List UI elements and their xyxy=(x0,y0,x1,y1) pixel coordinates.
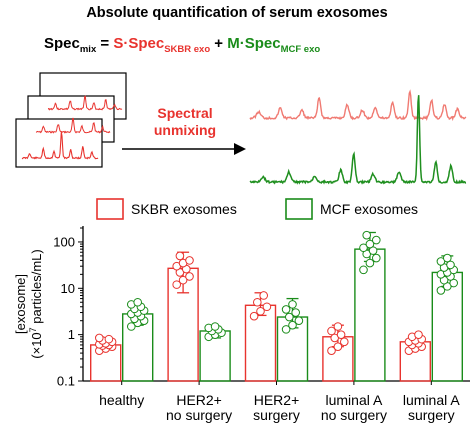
data-point-mcf xyxy=(133,297,142,307)
data-point-mcf xyxy=(288,320,297,330)
equation-term-mcf-subscript: MCF exo xyxy=(281,44,321,55)
data-point-mcf xyxy=(291,308,301,317)
x-category-label: HER2+ xyxy=(176,392,222,408)
y-axis-title: [exosome] (×107 particles/mL) xyxy=(13,249,44,358)
x-category-label: no surgery xyxy=(166,407,232,423)
data-point-mcf xyxy=(294,316,304,325)
data-point-mcf xyxy=(365,258,375,268)
y-tick-label: 10 xyxy=(61,281,75,296)
mixed-spectrum-front-line xyxy=(21,132,99,160)
mixed-spectra-stack xyxy=(15,72,127,168)
y-tick-label: 100 xyxy=(53,234,75,249)
y-axis-title-unit-prefix: (×10 xyxy=(29,332,44,358)
data-point-mcf xyxy=(285,312,294,322)
x-category-label: luminal A xyxy=(325,392,382,408)
data-point-skbr xyxy=(95,333,104,343)
x-category-label: no surgery xyxy=(321,407,387,423)
data-point-skbr xyxy=(333,342,343,351)
data-point-mcf xyxy=(372,253,381,263)
unmixing-arrow-icon xyxy=(122,143,246,155)
data-point-mcf xyxy=(359,243,368,253)
legend-label-mcf: MCF exosomes xyxy=(320,201,418,217)
legend-label-skbr: SKBR exosomes xyxy=(131,201,237,217)
data-point-mcf xyxy=(362,230,372,240)
data-point-skbr xyxy=(256,306,265,316)
data-point-skbr xyxy=(262,302,272,312)
data-point-skbr xyxy=(414,330,423,339)
data-point-skbr xyxy=(172,280,181,289)
legend-swatch-skbr xyxy=(96,198,124,220)
arrow-label-line2: unmixing xyxy=(154,122,216,138)
y-axis-title-exponent: 7 xyxy=(28,327,38,332)
equation-equals: = xyxy=(96,35,113,52)
data-point-mcf xyxy=(446,260,455,270)
data-point-skbr xyxy=(327,346,336,356)
data-point-skbr xyxy=(327,326,336,336)
equation-lhs-subscript: mix xyxy=(80,44,97,55)
equation-lhs: Spec xyxy=(44,35,80,52)
equation-term-skbr: S·Spec xyxy=(113,35,164,52)
legend: SKBR exosomes MCF exosomes xyxy=(96,198,418,220)
x-category-label: HER2+ xyxy=(254,392,300,408)
x-category-label: luminal A xyxy=(403,392,460,408)
data-point-skbr xyxy=(178,275,188,285)
x-category-label: surgery xyxy=(408,407,455,423)
y-axis-title-line2: (×107 particles/mL) xyxy=(28,249,44,358)
mcf-reference-spectrum xyxy=(249,95,467,185)
equation-term-skbr-subscript: SKBR exo xyxy=(164,44,210,55)
data-point-mcf xyxy=(281,325,291,334)
data-point-skbr xyxy=(340,337,349,347)
data-point-mcf xyxy=(365,239,375,249)
equation-plus: + xyxy=(210,35,227,52)
data-point-skbr xyxy=(185,272,194,281)
data-point-skbr xyxy=(104,334,114,344)
arrow-label-line1: Spectral xyxy=(157,105,212,121)
data-point-mcf xyxy=(372,235,381,245)
legend-swatch-mcf xyxy=(285,198,313,220)
data-point-mcf xyxy=(359,265,368,275)
data-point-mcf xyxy=(281,305,291,314)
y-tick-label: 1 xyxy=(68,327,75,342)
mixed-spectrum-middle-line xyxy=(35,117,111,134)
y-axis-title-line1: [exosome] xyxy=(13,274,28,334)
x-category-label: surgery xyxy=(253,407,300,423)
y-axis-title-unit-suffix: particles/mL) xyxy=(29,249,44,327)
data-point-skbr xyxy=(175,251,185,261)
data-point-skbr xyxy=(259,291,269,300)
figure-title: Absolute quantification of serum exosome… xyxy=(86,5,387,21)
skbr-reference-spectrum xyxy=(249,89,467,122)
data-point-mcf xyxy=(288,300,297,309)
data-point-skbr xyxy=(185,256,194,265)
data-point-skbr xyxy=(333,322,343,331)
data-point-skbr xyxy=(249,311,259,321)
data-point-skbr xyxy=(336,330,346,339)
y-tick-label: 0.1 xyxy=(57,374,75,389)
mixed-spectrum-back-line xyxy=(47,95,123,111)
data-point-mcf xyxy=(210,322,220,331)
data-point-mcf xyxy=(443,253,452,263)
data-point-skbr xyxy=(252,297,262,307)
data-point-mcf xyxy=(127,322,136,331)
equation-term-mcf: M·Spec xyxy=(227,35,280,52)
unmixing-equation: Specmix = S·SpecSKBR exo + M·SpecMCF exo xyxy=(44,35,320,55)
data-point-mcf xyxy=(436,286,446,295)
x-category-label: healthy xyxy=(99,392,144,408)
